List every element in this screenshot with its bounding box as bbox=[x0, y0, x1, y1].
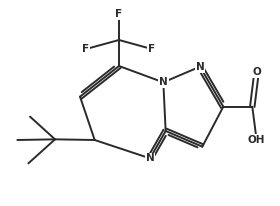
Text: OH: OH bbox=[248, 135, 265, 145]
Text: N: N bbox=[196, 62, 204, 72]
Text: O: O bbox=[252, 67, 261, 77]
Text: F: F bbox=[148, 44, 155, 54]
Text: F: F bbox=[115, 9, 123, 19]
Text: N: N bbox=[159, 77, 168, 87]
Text: N: N bbox=[146, 153, 154, 163]
Text: F: F bbox=[82, 44, 90, 54]
